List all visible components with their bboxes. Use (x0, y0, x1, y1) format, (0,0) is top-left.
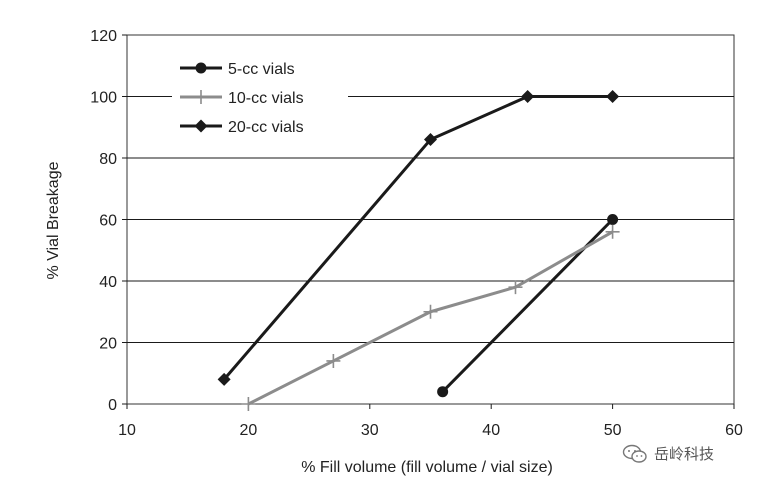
watermark: 岳岭科技 (622, 443, 714, 464)
legend-label: 10-cc vials (228, 90, 304, 107)
data-point-20-cc-vials (606, 90, 620, 103)
series-5-cc-vials (437, 214, 619, 398)
wechat-icon (622, 444, 647, 463)
legend-swatch-marker (195, 62, 207, 74)
y-tick-label: 120 (90, 28, 117, 45)
legend-swatch-marker (194, 119, 208, 133)
data-point-5-cc-vials (607, 214, 619, 225)
data-point-10-cc-vials (241, 397, 256, 411)
legend-swatch-marker (194, 90, 208, 104)
data-point-10-cc-vials (326, 353, 341, 368)
series-20-cc-vials (217, 90, 620, 386)
legend: 5-cc vials 10-cc vials 20-cc vials (172, 56, 348, 140)
x-tick-label: 50 (604, 422, 622, 439)
y-tick-label: 60 (99, 213, 117, 230)
legend-label: 5-cc vials (228, 61, 295, 78)
x-tick-label: 40 (482, 422, 500, 439)
y-tick-label: 80 (99, 151, 117, 168)
y-tick-label: 20 (99, 336, 117, 353)
x-tick-label: 10 (118, 422, 136, 439)
data-point-10-cc-vials (605, 224, 620, 239)
x-tick-label: 30 (361, 422, 379, 439)
watermark-text: 岳岭科技 (654, 445, 715, 463)
y-tick-label: 40 (99, 274, 117, 291)
y-axis-title: % Vial Breakage (45, 161, 62, 279)
legend-label: 20-cc vials (228, 119, 304, 136)
x-tick-label: 60 (725, 422, 743, 439)
data-point-20-cc-vials (424, 133, 437, 147)
data-point-10-cc-vials (508, 280, 523, 295)
data-point-20-cc-vials (521, 90, 535, 103)
data-point-5-cc-vials (437, 386, 449, 398)
data-point-20-cc-vials (217, 372, 231, 386)
y-tick-label: 0 (108, 397, 117, 414)
series-10-cc-vials (241, 224, 620, 411)
y-tick-label: 100 (90, 90, 117, 107)
series-line-20-cc-vials (222, 95, 613, 381)
x-axis-title: % Fill volume (fill volume / vial size) (301, 459, 553, 476)
x-tick-label: 20 (240, 422, 258, 439)
data-point-10-cc-vials (423, 304, 438, 319)
